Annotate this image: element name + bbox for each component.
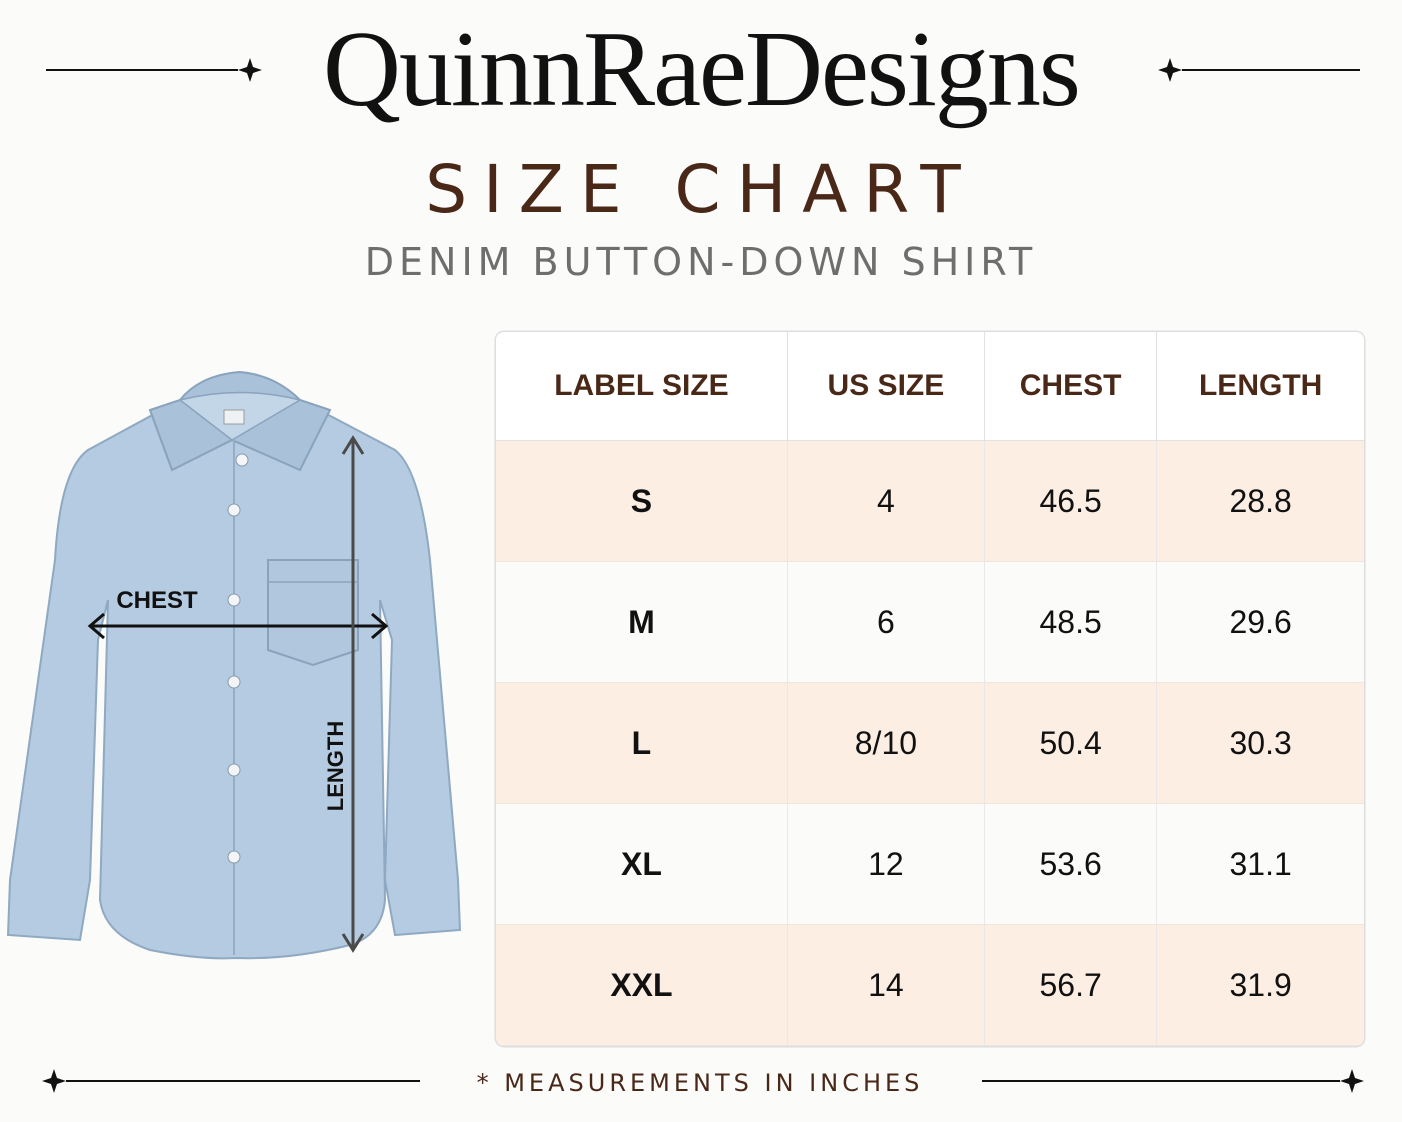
table-cell: 53.6 (984, 803, 1158, 925)
subtitle: DENIM BUTTON-DOWN SHIRT (364, 240, 1038, 284)
column-header: US SIZE (787, 332, 985, 441)
table-cell: 31.1 (1156, 803, 1364, 925)
table-cell: XL (496, 803, 788, 925)
size-table: LABEL SIZE US SIZE CHEST LENGTH S 4 46.5 28.8 M… (496, 332, 1364, 1046)
table-cell: M (496, 561, 788, 683)
column-header: LABEL SIZE (496, 332, 788, 441)
table-cell: 30.3 (1156, 682, 1364, 804)
table-row: L 8/10 50.4 30.3 (496, 682, 1364, 804)
table-cell: 46.5 (984, 440, 1158, 562)
table-cell: L (496, 682, 788, 804)
table-row: M 6 48.5 29.6 (496, 561, 1364, 683)
table-cell: 14 (787, 924, 985, 1046)
table-cell: 28.8 (1156, 440, 1364, 562)
table-cell: 56.7 (984, 924, 1158, 1046)
table-row: S 4 46.5 28.8 (496, 440, 1364, 562)
table-cell: S (496, 440, 788, 562)
table-cell: 4 (787, 440, 985, 562)
table-cell: 29.6 (1156, 561, 1364, 683)
column-header: LENGTH (1156, 332, 1364, 441)
table-cell: 50.4 (984, 682, 1158, 804)
title: SIZE CHART (425, 151, 977, 228)
header-row: LABEL SIZE US SIZE CHEST LENGTH (496, 332, 1364, 441)
table-cell: 8/10 (787, 682, 985, 804)
table-row: XXL 14 56.7 31.9 (496, 924, 1364, 1046)
table-cell: 12 (787, 803, 985, 925)
table-cell: XXL (496, 924, 788, 1046)
column-header: CHEST (984, 332, 1158, 441)
table-row: XL 12 53.6 31.1 (496, 803, 1364, 925)
shirt: CHEST LENGTH (6, 370, 462, 960)
chest-label: CHEST (116, 587, 198, 614)
length-label: LENGTH (323, 721, 348, 811)
table-cell: 6 (787, 561, 985, 683)
footer-note: * MEASUREMENTS IN INCHES (476, 1069, 924, 1097)
table-cell: 48.5 (984, 561, 1158, 683)
table-cell: 31.9 (1156, 924, 1364, 1046)
brand: QuinnRaeDesigns (323, 10, 1081, 129)
